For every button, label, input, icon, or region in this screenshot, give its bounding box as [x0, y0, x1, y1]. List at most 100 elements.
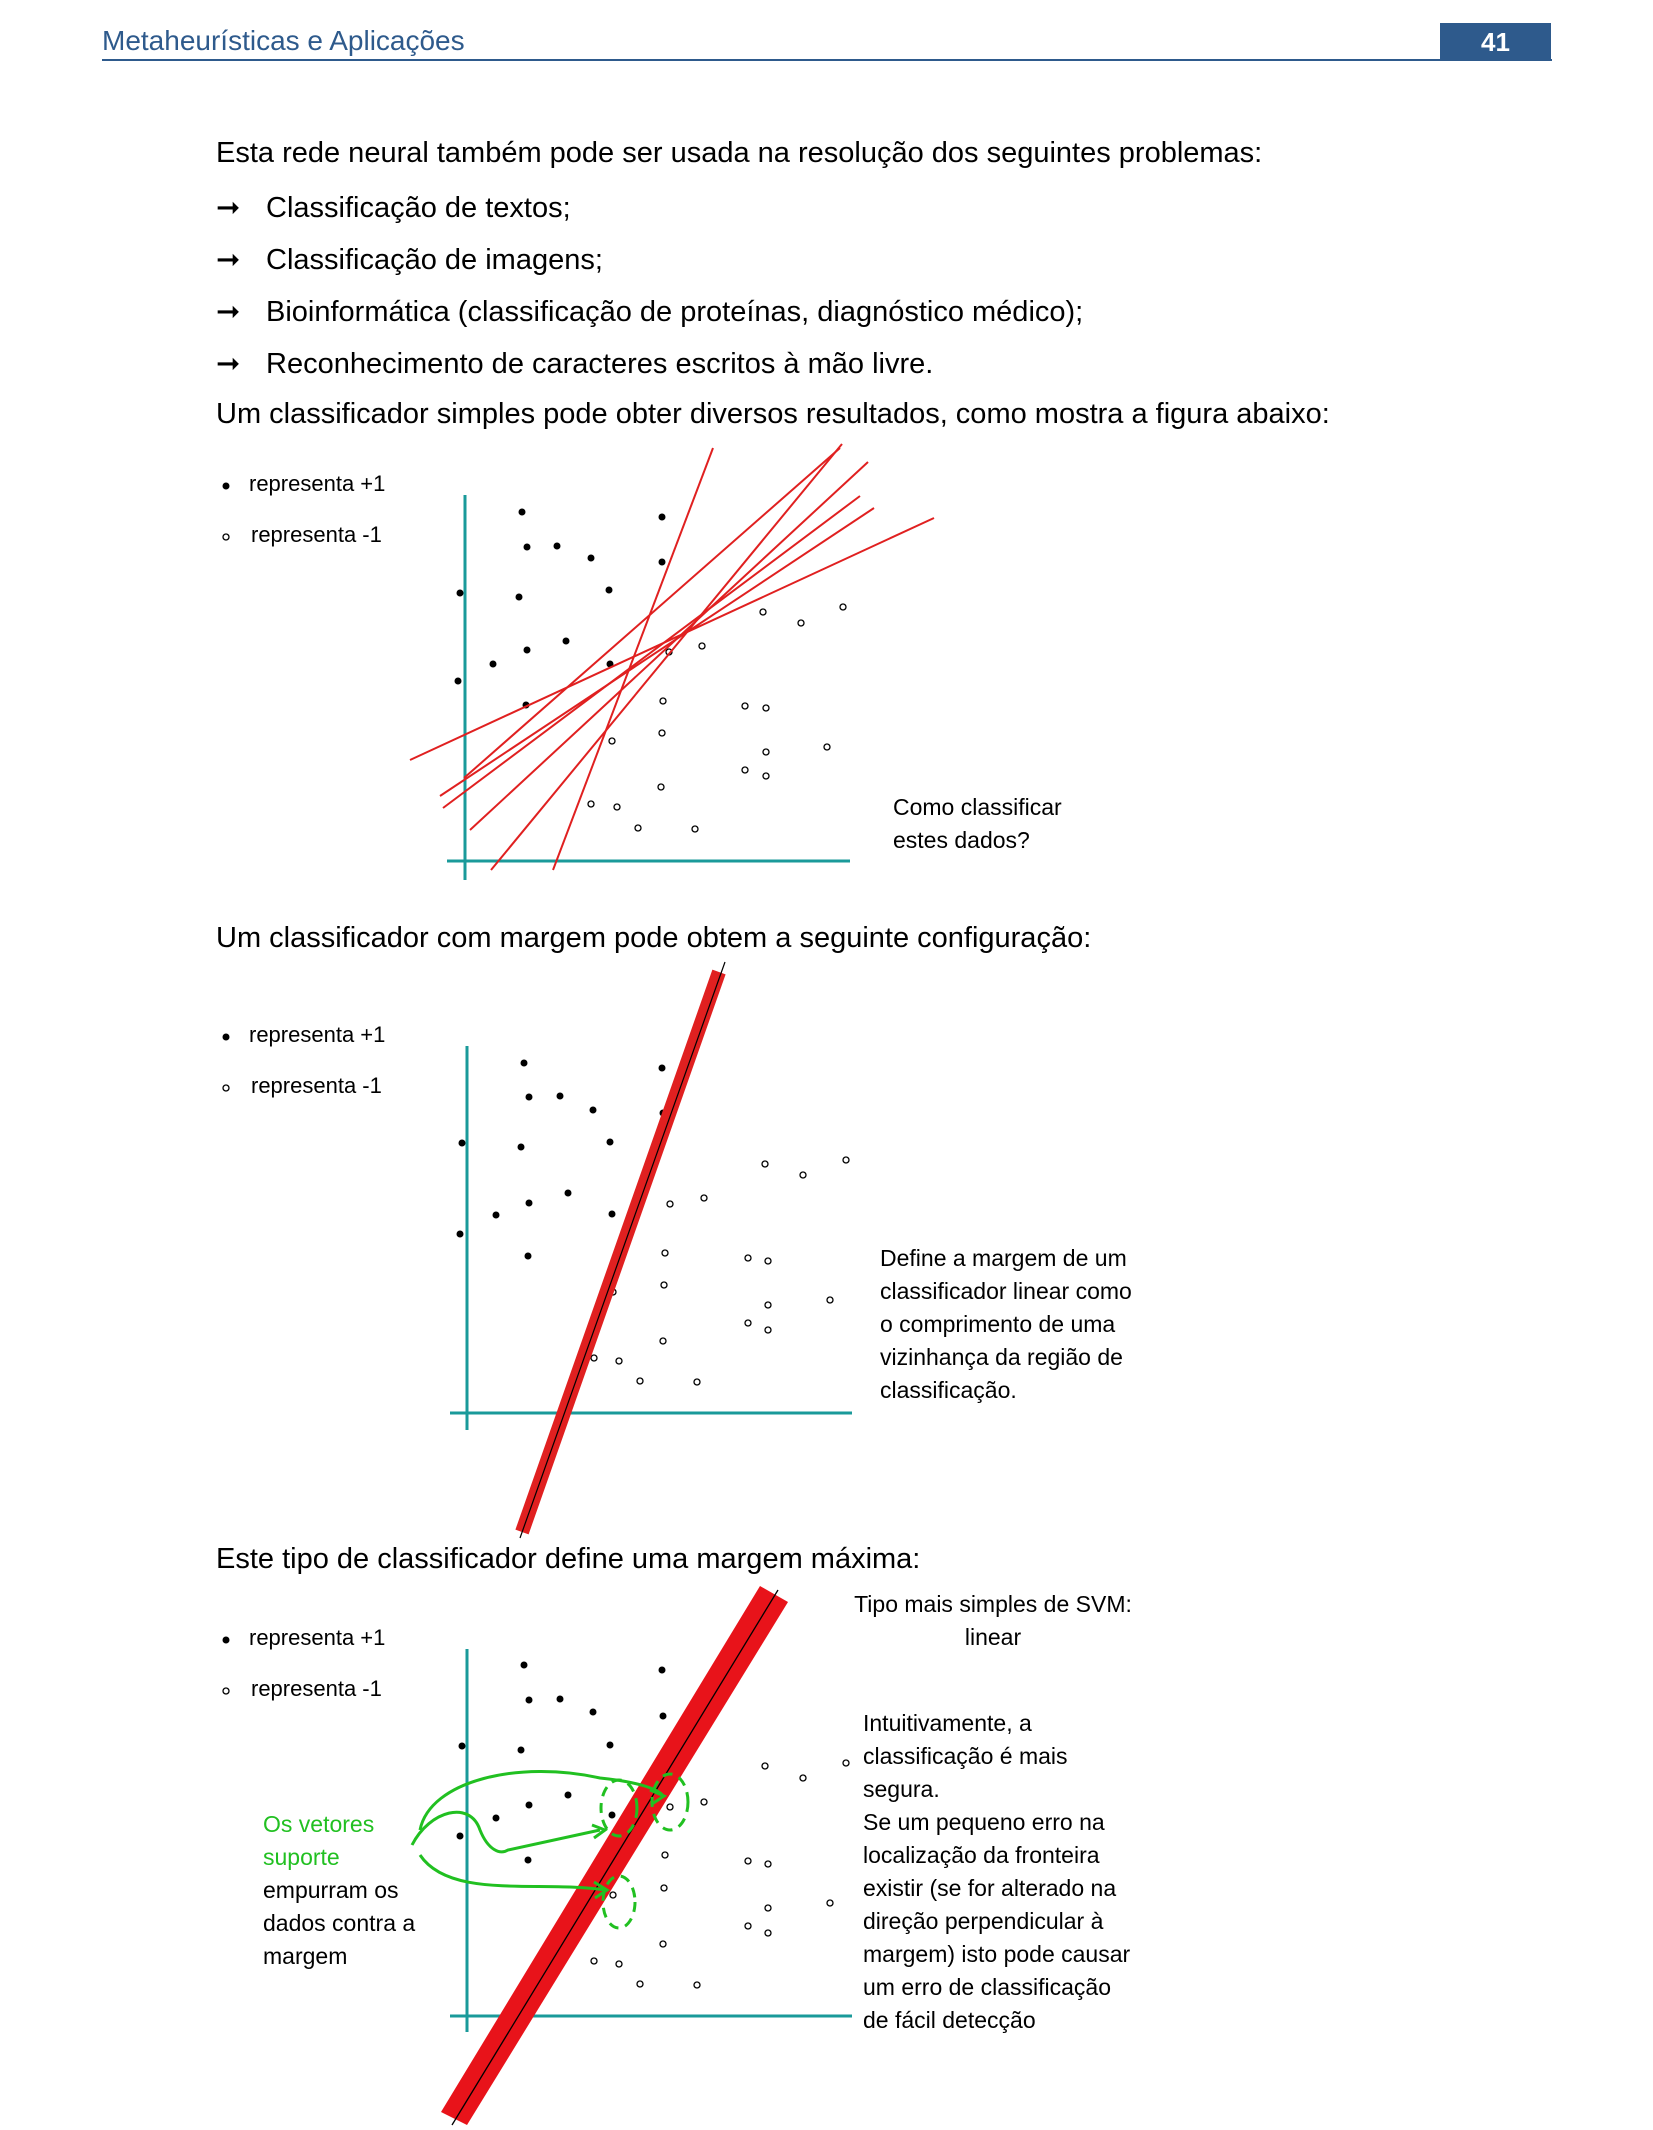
minus-point — [741, 702, 749, 710]
minus-point — [636, 1377, 644, 1385]
minus-point — [764, 1860, 772, 1868]
classifier-line — [439, 507, 875, 797]
fig2-caption: Define a margem de um classificador line… — [880, 1242, 1132, 1407]
plus-point — [589, 1708, 597, 1716]
minus-point — [744, 1922, 752, 1930]
minus-point — [842, 1759, 850, 1767]
fig3-support-annotations — [410, 1770, 690, 1930]
minus-point — [615, 1357, 623, 1365]
minus-point — [659, 1940, 667, 1948]
bullet-text: Classificação de imagens; — [266, 244, 603, 276]
minus-point — [661, 1851, 669, 1859]
fig2-legend-minus-label: representa -1 — [251, 1073, 382, 1098]
minus-point — [744, 1254, 752, 1262]
plus-point — [659, 1712, 667, 1720]
minus-point — [659, 697, 667, 705]
minus-point — [764, 1326, 772, 1334]
legend-minus-circle — [222, 533, 230, 541]
classifier-line — [442, 495, 861, 809]
arrow-icon: ➞ — [216, 244, 241, 276]
plus-point — [556, 1092, 564, 1100]
fig2-minus-points — [590, 1156, 850, 1386]
fig1-legend-plus-label: representa +1 — [249, 471, 386, 496]
fig3-legend-plus-label: representa +1 — [249, 1625, 386, 1650]
bullet-item: ➞ Bioinformática (classificação de proteí… — [216, 294, 1083, 329]
classifier-line — [469, 461, 869, 831]
minus-point — [666, 1200, 674, 1208]
minus-point — [839, 603, 847, 611]
minus-point — [797, 619, 805, 627]
title-line: linear — [964, 1624, 1022, 1650]
bullet-item: ➞ Reconhecimento de caracteres escritos à… — [216, 346, 933, 381]
plus-point — [658, 1064, 666, 1072]
minus-point — [636, 1980, 644, 1988]
arrow-icon: ➞ — [216, 192, 241, 224]
plus-point — [658, 558, 666, 566]
minus-point — [762, 748, 770, 756]
minus-point — [609, 1891, 617, 1899]
minus-point — [634, 824, 642, 832]
fig2-margin-band — [515, 961, 726, 1539]
caption-line: de fácil detecção — [863, 2007, 1036, 2033]
caption-line: Intuitivamente, a — [863, 1710, 1032, 1736]
minus-point — [799, 1171, 807, 1179]
plus-point — [589, 1106, 597, 1114]
plus-point — [520, 1661, 528, 1669]
bullet-item: ➞ Classificação de textos; — [216, 190, 571, 225]
plus-point — [524, 1252, 532, 1260]
fig1-legend-minus-label: representa -1 — [251, 522, 382, 547]
minus-point — [590, 1957, 598, 1965]
legend-plus-dot — [222, 482, 230, 490]
plus-point — [606, 1741, 614, 1749]
fig3-title: Tipo mais simples de SVM: linear — [843, 1588, 1143, 1654]
minus-point — [691, 825, 699, 833]
title-line: Tipo mais simples de SVM: — [854, 1591, 1132, 1617]
minus-point — [660, 1281, 668, 1289]
support-arrow-loop — [410, 1810, 601, 1854]
plus-point — [492, 1211, 500, 1219]
minus-point — [659, 1337, 667, 1345]
document-header-title: Metaheurísticas e Aplicações — [102, 25, 465, 56]
plus-point — [525, 1696, 533, 1704]
plus-point — [564, 1189, 572, 1197]
minus-point — [823, 743, 831, 751]
plus-point — [520, 1059, 528, 1067]
plus-point — [518, 508, 526, 516]
plus-point — [458, 1742, 466, 1750]
caption-line: o comprimento de uma — [880, 1311, 1116, 1337]
plus-point — [525, 1093, 533, 1101]
minus-point — [764, 1904, 772, 1912]
plus-point — [564, 1791, 572, 1799]
minus-point — [666, 1803, 674, 1811]
fig2-axes — [450, 1046, 852, 1430]
fig1-axes — [447, 495, 850, 880]
bullet-text: Classificação de textos; — [266, 192, 571, 224]
minus-point — [741, 766, 749, 774]
plus-point — [658, 513, 666, 521]
support-label-line: dados contra a — [263, 1910, 416, 1936]
plus-point — [556, 1695, 564, 1703]
minus-point — [608, 737, 616, 745]
caption-line: margem) isto pode causar — [863, 1941, 1131, 1967]
support-label-line: margem — [263, 1943, 348, 1969]
plus-point — [517, 1143, 525, 1151]
arrowhead — [593, 1880, 610, 1900]
caption-line: estes dados? — [893, 827, 1030, 853]
plus-point — [605, 586, 613, 594]
minus-point — [700, 1194, 708, 1202]
minus-point — [693, 1378, 701, 1386]
plus-point — [524, 1856, 532, 1864]
plus-point — [608, 1811, 616, 1819]
minus-point — [764, 1929, 772, 1937]
fig2-legend-markers — [222, 1033, 230, 1092]
plus-point — [525, 1199, 533, 1207]
plus-point — [517, 1746, 525, 1754]
fig1-plus-points — [454, 508, 666, 709]
simple-classifier-paragraph: Um classificador simples pode obter dive… — [216, 398, 1330, 430]
intro-paragraph: Esta rede neural também pode ser usada n… — [216, 137, 1263, 169]
support-arrow-curve — [418, 1770, 665, 1831]
caption-line: vizinhança da região de — [880, 1344, 1123, 1370]
minus-point — [657, 783, 665, 791]
caption-line: classificador linear como — [880, 1278, 1132, 1304]
